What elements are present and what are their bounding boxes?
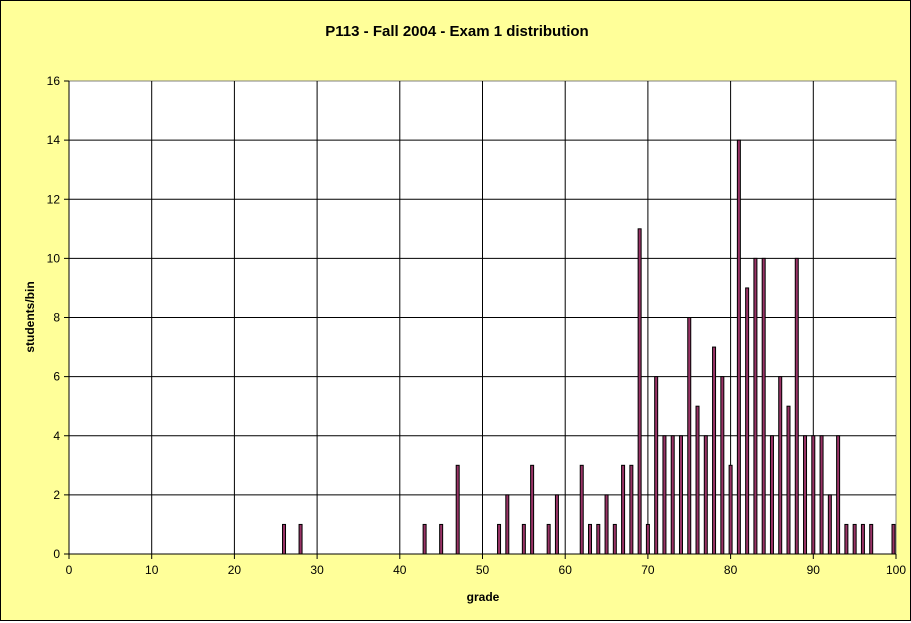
bar (645, 523, 650, 555)
x-tick-label: 0 (66, 563, 73, 577)
y-tick-label: 8 (53, 311, 60, 325)
bar (596, 523, 601, 555)
bar (794, 257, 799, 555)
bar (786, 405, 791, 555)
bar (662, 435, 667, 555)
x-tick-label: 10 (145, 563, 159, 577)
x-tick-label: 70 (641, 563, 655, 577)
x-tick-label: 90 (807, 563, 821, 577)
x-tick-label: 80 (724, 563, 738, 577)
x-tick-label: 50 (476, 563, 490, 577)
x-tick-label: 100 (886, 563, 906, 577)
bar (695, 405, 700, 555)
bar (803, 435, 808, 555)
bar (521, 523, 526, 555)
bar (745, 287, 750, 555)
bar (637, 228, 642, 555)
x-tick-label: 30 (310, 563, 324, 577)
bar (852, 523, 857, 555)
y-tick-label: 16 (47, 74, 61, 88)
bar (687, 317, 692, 555)
bar (703, 435, 708, 555)
bar (612, 523, 617, 555)
y-tick-label: 10 (47, 251, 61, 265)
bar (497, 523, 502, 555)
bar (604, 494, 609, 555)
bar (753, 257, 758, 555)
y-tick-label: 4 (53, 429, 60, 443)
bar (621, 464, 626, 555)
bar (819, 435, 824, 555)
bar (554, 494, 559, 555)
x-tick-label: 60 (559, 563, 573, 577)
x-axis-label: grade (467, 590, 500, 604)
x-tick-label: 20 (228, 563, 242, 577)
bar (736, 139, 741, 555)
y-tick-label: 14 (47, 133, 61, 147)
bar (761, 257, 766, 555)
bar (298, 523, 303, 555)
bar (827, 494, 832, 555)
bar (769, 435, 774, 555)
x-axis-ticks: 0 10 20 30 40 50 60 70 80 90 100 (66, 554, 906, 577)
bar (678, 435, 683, 555)
bar (439, 523, 444, 555)
bar (629, 464, 634, 555)
bar (811, 435, 816, 555)
bar (455, 464, 460, 555)
bar (546, 523, 551, 555)
bar (282, 523, 287, 555)
bar (712, 346, 717, 555)
bar (579, 464, 584, 555)
y-tick-label: 12 (47, 192, 61, 206)
bar (844, 523, 849, 555)
bar (836, 435, 841, 555)
y-axis-ticks: 0 2 4 6 8 10 12 14 16 (47, 74, 69, 561)
bar (891, 523, 896, 555)
x-tick-label: 40 (393, 563, 407, 577)
y-tick-label: 0 (53, 547, 60, 561)
y-tick-label: 2 (53, 488, 60, 502)
bar (505, 494, 510, 555)
bar (670, 435, 675, 555)
bar (728, 464, 733, 555)
chart-title: P113 - Fall 2004 - Exam 1 distribution (325, 23, 588, 40)
bar (530, 464, 535, 555)
bar (654, 376, 659, 555)
bar (422, 523, 427, 555)
bar (588, 523, 593, 555)
bar (860, 523, 865, 555)
y-tick-label: 6 (53, 370, 60, 384)
bar (778, 376, 783, 555)
bar (720, 376, 725, 555)
y-axis-label: students/bin (23, 281, 37, 352)
bar (869, 523, 874, 555)
